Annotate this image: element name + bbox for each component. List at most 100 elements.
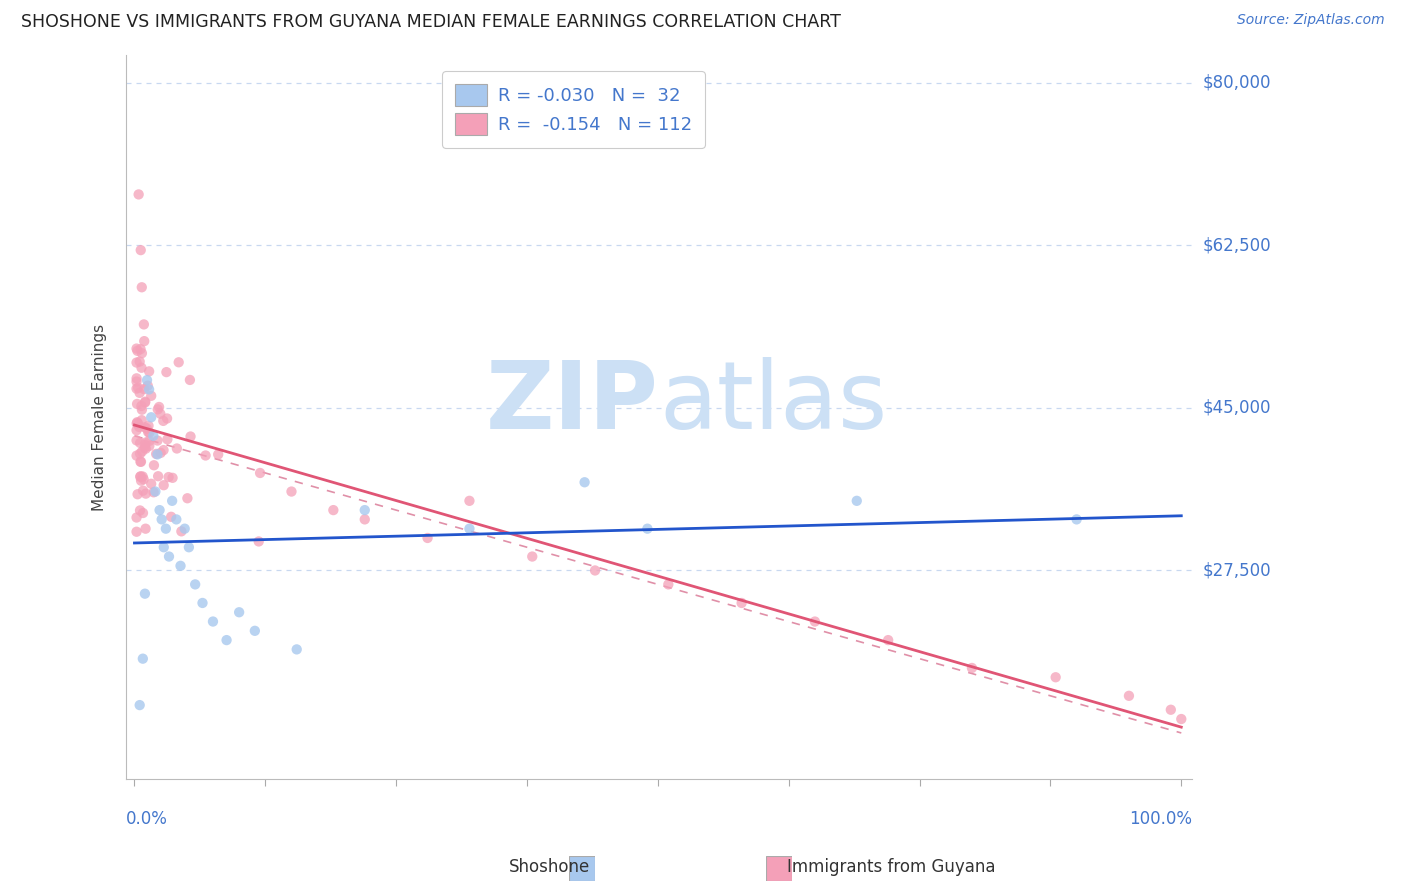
Point <box>145 447 167 461</box>
Point <box>125 397 148 411</box>
Point <box>149 446 172 460</box>
Point <box>128 420 150 434</box>
Point <box>128 385 150 400</box>
Point <box>215 633 238 648</box>
Point <box>845 493 868 508</box>
Point <box>142 485 165 500</box>
Text: 100.0%: 100.0% <box>1129 810 1192 828</box>
Point <box>877 633 900 648</box>
Point <box>125 434 148 448</box>
Point <box>149 407 172 421</box>
Point <box>131 399 153 413</box>
Point <box>138 425 160 440</box>
Point <box>128 187 150 202</box>
Point <box>155 365 177 379</box>
Point <box>191 596 214 610</box>
Point <box>134 438 156 452</box>
Point <box>125 375 148 389</box>
Point <box>146 469 169 483</box>
Point <box>134 435 156 450</box>
Point <box>138 439 160 453</box>
Point <box>207 447 229 461</box>
Point <box>1045 670 1067 684</box>
Point <box>156 432 179 446</box>
Point <box>135 522 157 536</box>
Point <box>1066 512 1088 526</box>
Point <box>129 342 152 356</box>
Point <box>141 476 163 491</box>
Point <box>132 382 155 396</box>
Point <box>179 373 201 387</box>
Point <box>128 354 150 368</box>
Point <box>134 334 156 348</box>
Point <box>132 651 155 665</box>
Point <box>132 483 155 498</box>
Point <box>228 605 250 619</box>
Point <box>132 472 155 486</box>
Point <box>249 466 271 480</box>
Point <box>131 280 153 294</box>
Point <box>165 512 187 526</box>
Point <box>169 558 191 573</box>
Text: Source: ZipAtlas.com: Source: ZipAtlas.com <box>1237 13 1385 28</box>
Text: $45,000: $45,000 <box>1204 399 1271 417</box>
Point <box>167 355 190 369</box>
Point <box>176 491 198 506</box>
Point <box>127 415 149 429</box>
Point <box>129 469 152 483</box>
Point <box>1170 712 1192 726</box>
Point <box>134 395 156 409</box>
Point <box>170 524 193 539</box>
Point <box>125 342 148 356</box>
Point <box>150 512 173 526</box>
Point <box>135 421 157 435</box>
Point <box>152 541 174 555</box>
Point <box>353 503 375 517</box>
Point <box>636 522 658 536</box>
Point <box>125 355 148 369</box>
Point <box>243 624 266 638</box>
Point <box>148 400 170 414</box>
Point <box>129 243 152 257</box>
Point <box>157 549 180 564</box>
Point <box>135 442 157 456</box>
Point <box>156 411 179 425</box>
Point <box>131 444 153 458</box>
Point <box>148 503 170 517</box>
Text: Shoshone: Shoshone <box>509 858 591 876</box>
Point <box>131 413 153 427</box>
Point <box>142 458 165 473</box>
Point <box>146 434 169 448</box>
Text: Immigrants from Guyana: Immigrants from Guyana <box>787 858 995 876</box>
Text: 0.0%: 0.0% <box>127 810 167 828</box>
Point <box>131 346 153 360</box>
Point <box>129 474 152 488</box>
Point <box>125 423 148 437</box>
Text: SHOSHONE VS IMMIGRANTS FROM GUYANA MEDIAN FEMALE EARNINGS CORRELATION CHART: SHOSHONE VS IMMIGRANTS FROM GUYANA MEDIA… <box>21 13 841 31</box>
Point <box>134 441 156 455</box>
Point <box>141 410 163 425</box>
Point <box>141 389 163 403</box>
Text: $62,500: $62,500 <box>1204 236 1271 254</box>
Point <box>416 531 439 545</box>
Point <box>136 378 159 392</box>
Point <box>166 442 188 456</box>
Point <box>125 417 148 431</box>
Point <box>129 447 152 461</box>
Point <box>173 522 195 536</box>
Point <box>201 615 224 629</box>
Point <box>131 360 153 375</box>
Point <box>458 522 481 536</box>
Point <box>136 425 159 439</box>
Point <box>129 455 152 469</box>
Point <box>138 364 160 378</box>
Point <box>322 503 344 517</box>
Point <box>146 402 169 417</box>
Point <box>129 436 152 450</box>
Point <box>129 503 152 517</box>
Point <box>160 493 183 508</box>
Text: $80,000: $80,000 <box>1204 74 1271 92</box>
Point <box>125 382 148 396</box>
Point <box>162 471 184 485</box>
Point <box>152 478 174 492</box>
